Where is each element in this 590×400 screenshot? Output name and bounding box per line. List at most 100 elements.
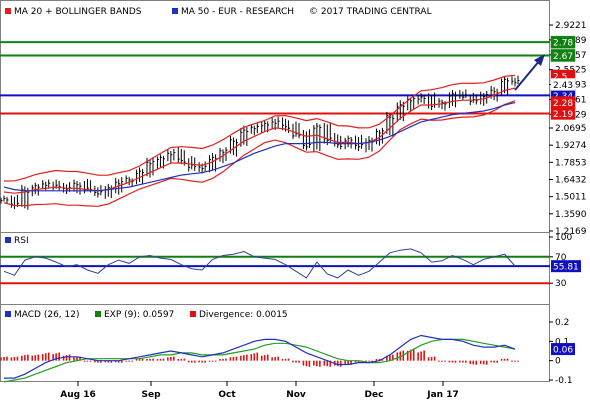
macd-histogram-bar xyxy=(62,355,65,361)
price-tick-label: 2.9221 xyxy=(555,21,587,31)
rsi-tick-label: 100 xyxy=(555,233,572,243)
macd-histogram-bar xyxy=(427,357,430,361)
macd-histogram-bar xyxy=(89,360,92,362)
macd-histogram-bar xyxy=(339,360,342,367)
time-tick-label: Nov xyxy=(286,390,306,400)
macd-histogram-bar xyxy=(243,355,245,361)
macd-histogram-bar xyxy=(170,356,172,361)
macd-histogram-bar xyxy=(295,360,297,363)
macd-histogram-bar xyxy=(79,356,81,361)
macd-histogram-bar xyxy=(448,360,451,363)
macd-histogram-bar xyxy=(73,357,75,361)
macd-tick-label: 0.2 xyxy=(555,318,569,328)
macd-histogram-bar xyxy=(58,352,60,361)
macd-histogram-bar xyxy=(37,354,40,361)
macd-histogram-bar xyxy=(469,360,472,364)
macd-histogram-bar xyxy=(329,360,332,367)
macd-legend-label: Divergence: 0.0015 xyxy=(199,310,288,320)
macd-current-tag-box xyxy=(551,343,575,356)
macd-histogram-bar xyxy=(83,360,86,362)
price-level-tag xyxy=(550,35,576,49)
macd-histogram-bar xyxy=(193,360,196,363)
macd-histogram-bar xyxy=(326,360,329,367)
macd-histogram-bar xyxy=(389,355,391,361)
macd-histogram-bar xyxy=(462,360,464,363)
rsi-series-line xyxy=(3,248,516,279)
rsi-line xyxy=(3,248,516,279)
macd-histogram-bar xyxy=(347,360,349,365)
macd-histogram-bar xyxy=(24,355,26,361)
time-tick-label: Jan 17 xyxy=(426,390,459,400)
macd-histogram-bar xyxy=(152,358,154,361)
macd-histogram-bar xyxy=(420,351,422,361)
price-level-tag-label: 2.43 xyxy=(553,81,573,91)
macd-histogram-bar xyxy=(125,360,127,362)
macd-histogram-bar xyxy=(490,360,492,363)
macd-histogram-bar xyxy=(173,356,175,361)
macd-histogram-bar xyxy=(386,355,388,361)
ma20-line xyxy=(3,87,516,194)
macd-histogram-bar xyxy=(235,356,238,361)
macd-histogram-bar xyxy=(128,360,130,362)
macd-histogram-bar xyxy=(472,360,475,365)
macd-histogram-bar xyxy=(47,352,50,361)
macd-histogram-bar xyxy=(156,359,159,361)
ma50-line xyxy=(3,102,516,192)
macd-histogram-bar xyxy=(222,358,224,361)
macd-histogram-bar xyxy=(41,354,44,361)
macd-histogram-bar xyxy=(479,360,482,364)
macd-histogram-bar xyxy=(281,359,284,361)
macd-histogram-bar xyxy=(135,359,138,361)
macd-main-line xyxy=(4,334,516,379)
macd-histogram-bar xyxy=(3,356,5,361)
macd-histogram-bar xyxy=(412,348,415,361)
macd-histogram-bar xyxy=(177,359,180,361)
macd-legend-swatch xyxy=(190,311,196,317)
macd-histogram-bar xyxy=(514,360,516,362)
macd-histogram-bar xyxy=(500,359,503,361)
legend-ma50-label: MA 50 - EUR - RESEARCH xyxy=(181,7,294,17)
time-tick-label: Aug 16 xyxy=(60,390,95,400)
price-tick-label: 1.9274 xyxy=(555,141,587,151)
macd-histogram-bar xyxy=(357,360,360,363)
macd-legend-label: MACD (26, 12) xyxy=(14,310,80,320)
macd-histogram-bar xyxy=(34,355,37,361)
macd-histogram-bar xyxy=(21,355,23,361)
price-tick-label: 2.0695 xyxy=(555,124,587,134)
price-level-tag-label: 2.5 xyxy=(553,72,567,82)
macd-histogram-bar xyxy=(465,360,467,363)
macd-histogram-bar xyxy=(167,357,169,361)
macd-histogram-bar xyxy=(441,360,443,362)
price-indicator-lines xyxy=(3,74,516,207)
macd-histogram-bar xyxy=(256,352,259,361)
price-level-tag xyxy=(550,49,576,62)
macd-histogram-bar xyxy=(438,360,440,362)
macd-histogram-bar xyxy=(219,359,221,361)
rsi-tick-label: 70 xyxy=(555,253,567,263)
macd-histogram-bar xyxy=(204,360,206,363)
legend-ma20-label: MA 20 + BOLLINGER BANDS xyxy=(14,7,142,17)
macd-histogram-bar xyxy=(371,360,373,362)
macd-histogram-bar xyxy=(162,358,165,361)
macd-tick-label: 0.1 xyxy=(555,337,569,347)
macd-current-tag: 0.06 xyxy=(551,343,575,356)
macd-histogram-bar xyxy=(344,360,346,364)
macd-histogram-bar xyxy=(454,360,457,363)
macd-histogram-bar xyxy=(506,358,509,361)
macd-histogram-bar xyxy=(406,350,409,361)
price-tick-label: 1.5011 xyxy=(555,193,587,203)
time-axis: Aug 16 Sep Oct Nov Dec Jan 17 xyxy=(60,381,459,400)
macd-histogram-bar xyxy=(13,356,16,361)
macd-histogram-bar xyxy=(517,360,519,362)
projection-arrow-shaft xyxy=(514,59,541,91)
price-level-tag-label: 2.67 xyxy=(553,52,573,62)
bollinger-upper-line xyxy=(3,74,516,182)
price-level-tag xyxy=(550,78,576,91)
macd-histogram-bar xyxy=(100,360,102,363)
price-tick-label: 1.2169 xyxy=(555,227,587,237)
macd-histogram-bar xyxy=(138,358,141,361)
macd-histogram-bar xyxy=(0,357,2,361)
rsi-tick-label: 30 xyxy=(555,279,567,289)
macd-histogram-bar xyxy=(180,358,183,361)
